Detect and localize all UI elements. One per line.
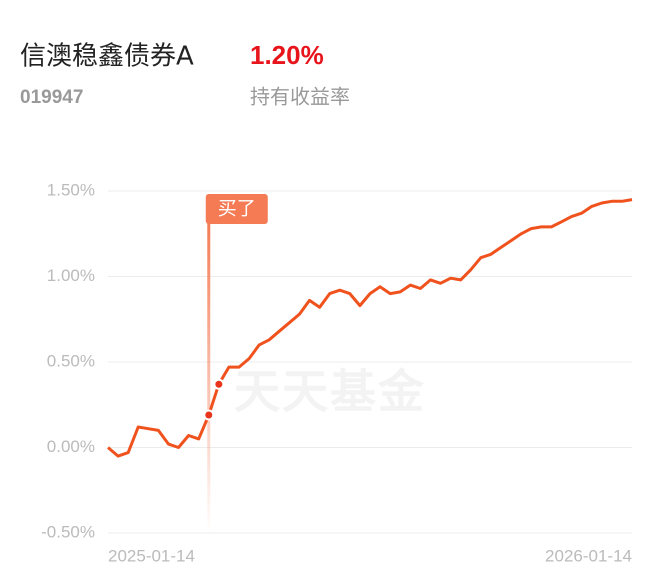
headline-value: 1.20% — [250, 40, 324, 70]
buy-point — [203, 409, 215, 421]
x-tick-label: 2025-01-14 — [108, 546, 195, 565]
annotation-stem — [207, 222, 211, 533]
annotation-label: 买了 — [218, 198, 256, 220]
watermark: 天天基金 — [234, 365, 426, 419]
y-tick-label: 0.00% — [47, 437, 95, 456]
fund-name: 信澳稳鑫债券A — [20, 42, 194, 72]
buy-point — [213, 378, 225, 390]
y-tick-label: 0.50% — [47, 351, 95, 370]
x-tick-label: 2026-01-14 — [545, 546, 632, 565]
y-tick-label: -0.50% — [41, 522, 95, 541]
fund-code: 019947 — [20, 87, 83, 108]
y-tick-label: 1.50% — [47, 180, 95, 199]
line — [107, 198, 633, 458]
headline-label: 持有收益率 — [250, 85, 350, 109]
y-tick-label: 1.00% — [47, 266, 95, 285]
annotation-box — [205, 194, 268, 224]
